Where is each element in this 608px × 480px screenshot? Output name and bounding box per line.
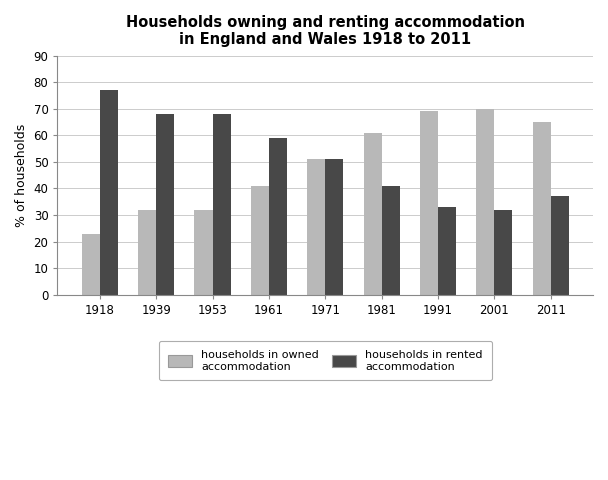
Bar [195, 210, 213, 295]
Y-axis label: % of households: % of households [15, 123, 28, 227]
Bar [476, 108, 494, 295]
Bar [213, 114, 230, 295]
Bar [420, 111, 438, 295]
Bar [156, 114, 174, 295]
Bar [494, 210, 513, 295]
Bar [438, 207, 456, 295]
Title: Households owning and renting accommodation
in England and Wales 1918 to 2011: Households owning and renting accommodat… [126, 15, 525, 48]
Bar [82, 234, 100, 295]
Bar [138, 210, 156, 295]
Bar [325, 159, 344, 295]
Bar [533, 122, 551, 295]
Bar [269, 138, 287, 295]
Bar [100, 90, 118, 295]
Bar [364, 132, 382, 295]
Bar [382, 186, 399, 295]
Legend: households in owned
accommodation, households in rented
accommodation: households in owned accommodation, house… [159, 341, 492, 381]
Bar [551, 196, 568, 295]
Bar [251, 186, 269, 295]
Bar [307, 159, 325, 295]
